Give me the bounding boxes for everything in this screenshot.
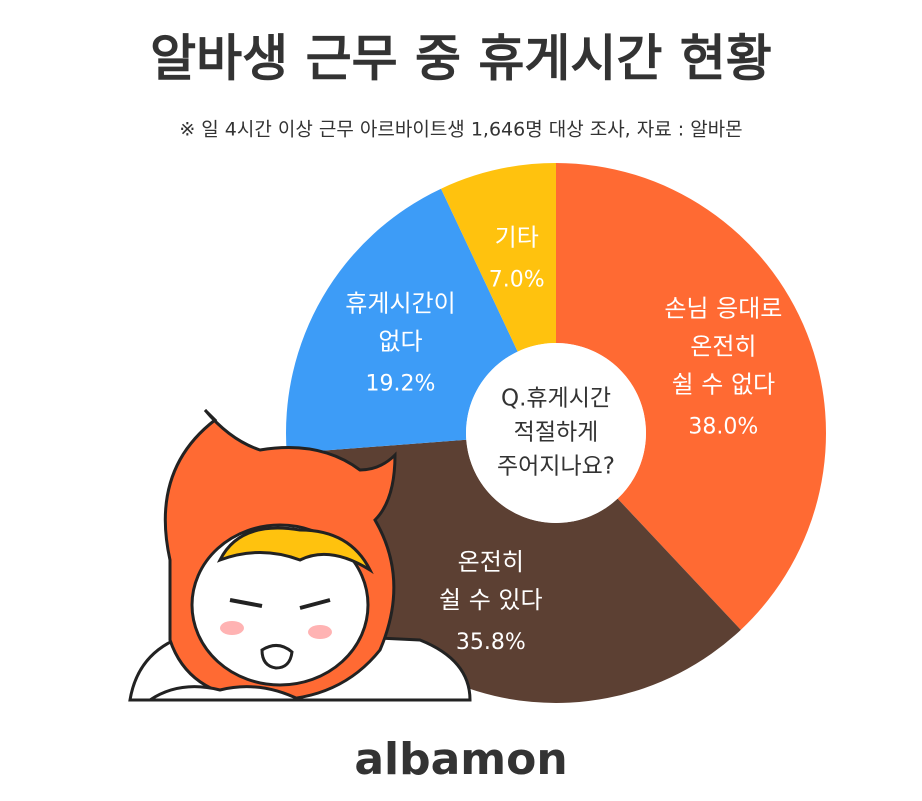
face (190, 523, 370, 687)
eye (299, 598, 331, 610)
value-label: 19.2% (366, 371, 436, 396)
center-label: 적절하게 (514, 420, 599, 446)
slice-label: 손님 응대로 (664, 295, 782, 323)
chart-title: 알바생 근무 중 휴게시간 현황 (150, 30, 772, 88)
value-label: 7.0% (489, 267, 545, 292)
value-label: 35.8% (456, 630, 526, 655)
hair (216, 526, 374, 575)
slice (286, 188, 518, 454)
mouth (260, 644, 294, 670)
slice-label: 쉴 수 있다 (439, 586, 543, 614)
donut-hole (466, 343, 646, 523)
cheek (308, 625, 332, 639)
value-label: 38.0% (688, 415, 758, 440)
center-label: 주어지나요? (497, 454, 615, 480)
slice (286, 439, 741, 703)
slice-label: 기타 (495, 223, 539, 251)
cheek (220, 621, 244, 635)
slice-label: 온전히 (458, 548, 524, 576)
slice (556, 163, 826, 630)
character (128, 408, 472, 702)
slice-label: 없다 (378, 327, 422, 355)
hands (145, 685, 301, 702)
slice-label: 휴게시간이 (345, 289, 455, 317)
center-label: Q.휴게시간 (501, 386, 611, 412)
brand-logo: albamon (354, 734, 567, 785)
chart-subtitle: ※ 일 4시간 이상 근무 아르바이트생 1,646명 대상 조사, 자료 : … (179, 119, 742, 141)
slice-label: 온전히 (690, 333, 756, 361)
eye (229, 598, 263, 608)
slice-label: 쉴 수 없다 (672, 371, 776, 399)
slice (441, 163, 556, 352)
